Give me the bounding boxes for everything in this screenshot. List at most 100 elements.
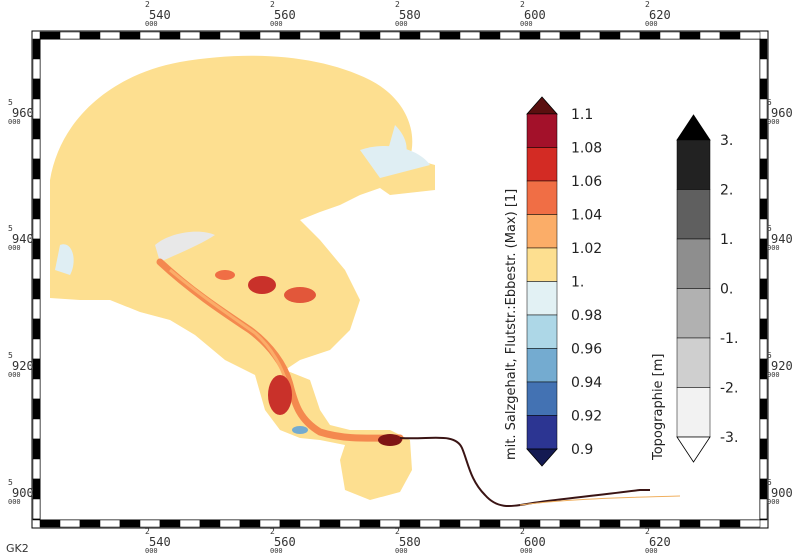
colorbar-tick-label: -1. — [720, 331, 738, 347]
frame-bar-bottom — [399, 519, 421, 528]
tidal-flat-east — [388, 125, 407, 158]
y-tick-label-suffix: 000 — [767, 498, 780, 506]
tidal-flat-north — [360, 145, 430, 178]
colorbar-segment — [676, 288, 711, 339]
frame-bar-left — [32, 478, 41, 500]
low-salinity-patch — [292, 426, 308, 434]
colorbar-segment — [526, 113, 558, 148]
high-salinity-patch-3 — [268, 375, 292, 415]
colorbar-segment — [526, 147, 558, 182]
frame-bar-top — [179, 31, 201, 40]
high-salinity-patch-5 — [378, 434, 402, 446]
y-tick-label-suffix: 000 — [8, 244, 21, 252]
frame-bar-right — [759, 238, 768, 260]
frame-bar-left — [32, 298, 41, 320]
topography-colorbar-title: Topographie [m] — [651, 354, 666, 462]
y-tick-label-prefix: 5 — [8, 224, 13, 233]
frame-bar-left — [32, 98, 41, 120]
estuary-channel-inner — [169, 268, 290, 389]
colorbar-tick-label: 0.9 — [571, 442, 593, 458]
frame-bar-bottom — [39, 519, 61, 528]
y-tick-label-suffix: 000 — [8, 118, 21, 126]
frame-bar-left — [32, 418, 41, 440]
river-tributary — [519, 495, 681, 506]
y-tick-label-prefix: 5 — [767, 224, 772, 233]
y-tick-label-suffix: 000 — [767, 118, 780, 126]
frame-bar-bottom — [119, 519, 141, 528]
frame-bar-top — [259, 31, 281, 40]
coastal-sea-area — [50, 55, 435, 500]
frame-bar-bottom — [599, 519, 621, 528]
colorbar-tick-label: 3. — [720, 133, 733, 149]
frame-bar-left — [32, 318, 41, 340]
x-tick-label-prefix: 2 — [395, 0, 400, 9]
frame-bar-left — [32, 378, 41, 400]
y-tick-label: 920 — [12, 359, 34, 373]
frame-bar-bottom — [59, 519, 81, 528]
frame-bar-top — [319, 31, 341, 40]
frame-bar-bottom — [679, 519, 701, 528]
x-tick-label: 560 — [274, 8, 296, 22]
x-tick-label: 600 — [524, 8, 546, 22]
frame-bar-bottom — [519, 519, 541, 528]
frame-bar-top — [499, 31, 521, 40]
colorbar-tick-label: 0.92 — [571, 409, 602, 425]
frame-bar-top — [239, 31, 261, 40]
frame-bar-right — [759, 358, 768, 380]
frame-bar-bottom — [719, 519, 741, 528]
x-tick-label-prefix: 2 — [520, 0, 525, 9]
frame-bar-left — [32, 38, 41, 60]
frame-bar-left — [32, 218, 41, 240]
colorbar-under-triangle — [526, 448, 558, 467]
frame-bar-top — [419, 31, 441, 40]
y-tick-label: 960 — [12, 106, 34, 120]
frame-bar-bottom — [259, 519, 281, 528]
frame-bar-top — [599, 31, 621, 40]
x-tick-label-prefix: 2 — [520, 527, 525, 536]
x-tick-label-suffix: 000 — [395, 547, 408, 555]
frame-bar-top — [579, 31, 601, 40]
frame-bar-right — [759, 318, 768, 340]
frame-bar-left — [32, 138, 41, 160]
frame-bar-left — [32, 458, 41, 480]
frame-bar-right — [759, 78, 768, 100]
colorbar-tick-label: 1. — [720, 232, 733, 248]
x-tick-label: 580 — [399, 535, 421, 549]
frame-bar-top — [219, 31, 241, 40]
frame-bar-right — [759, 378, 768, 400]
frame-bar-top — [659, 31, 681, 40]
frame-bar-left — [32, 158, 41, 180]
y-tick-label: 900 — [12, 486, 34, 500]
frame-bar-left — [32, 78, 41, 100]
x-tick-label-prefix: 2 — [270, 0, 275, 9]
frame-bar-top — [479, 31, 501, 40]
colorbar-segment — [526, 214, 558, 249]
frame-bar-top — [139, 31, 161, 40]
x-tick-label-suffix: 000 — [145, 20, 158, 28]
frame-bar-bottom — [179, 519, 201, 528]
high-salinity-patch-2 — [284, 287, 316, 303]
frame-bar-top — [99, 31, 121, 40]
x-tick-label-prefix: 2 — [145, 0, 150, 9]
frame-bar-right — [759, 118, 768, 140]
x-tick-label: 600 — [524, 535, 546, 549]
frame-bar-bottom — [239, 519, 261, 528]
y-tick-label-prefix: 5 — [767, 478, 772, 487]
frame-bar-right — [759, 58, 768, 80]
frame-bar-left — [32, 438, 41, 460]
y-tick-label-suffix: 000 — [767, 244, 780, 252]
estuary-map — [50, 55, 681, 507]
frame-bar-bottom — [299, 519, 321, 528]
frame-bar-right — [759, 98, 768, 120]
frame-bar-top — [279, 31, 301, 40]
x-tick-label-prefix: 2 — [645, 0, 650, 9]
frame-bar-left — [32, 238, 41, 260]
frame-bar-bottom — [499, 519, 521, 528]
colorbar-segment — [526, 247, 558, 282]
frame-bar-top — [59, 31, 81, 40]
frame-bar-bottom — [739, 519, 761, 528]
y-tick-label-prefix: 5 — [8, 98, 13, 107]
